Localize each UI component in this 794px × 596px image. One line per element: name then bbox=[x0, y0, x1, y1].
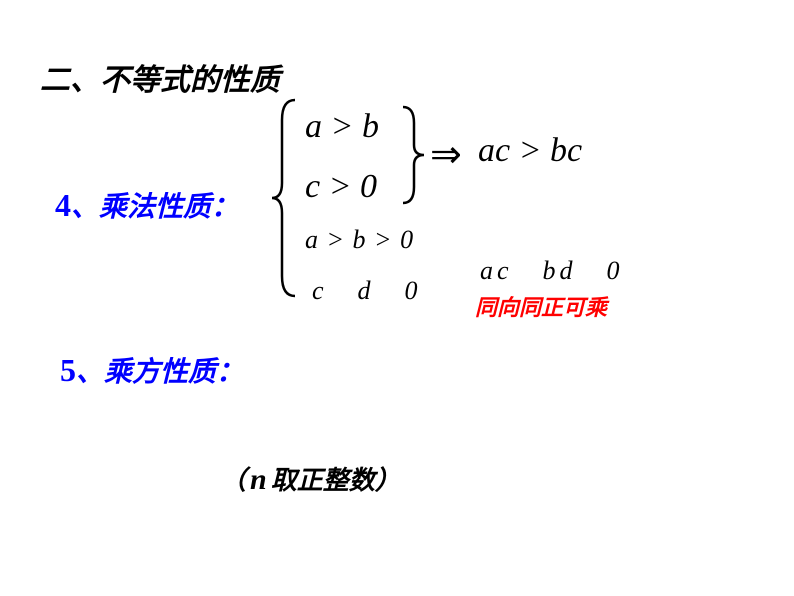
item5-text: 乘方性质： bbox=[104, 357, 244, 388]
math-a-gt-b: a > b bbox=[305, 108, 379, 146]
math-acbd0: ac bd 0 bbox=[480, 250, 624, 287]
math-ac-gt-bc: ac > bc bbox=[478, 132, 582, 170]
math-cd0: c d 0 bbox=[312, 270, 422, 307]
item4-sep: 、 bbox=[71, 192, 99, 223]
item5-number: 5 bbox=[60, 352, 76, 388]
right-brace-icon bbox=[400, 105, 426, 205]
math-abzero: a > b > 0 bbox=[305, 225, 414, 255]
math-c-gt-0: c > 0 bbox=[305, 168, 377, 206]
paren-close: ） bbox=[375, 466, 401, 495]
item5-sep: 、 bbox=[76, 357, 104, 388]
section-heading: 二、不等式的性质 bbox=[40, 55, 280, 99]
left-brace-icon bbox=[270, 98, 300, 298]
paren-note: （n取正整数） bbox=[220, 460, 401, 497]
paren-text: 取正整数 bbox=[271, 466, 375, 495]
item4-number: 4 bbox=[55, 187, 71, 223]
var-n: n bbox=[246, 463, 271, 496]
note-same-direction: 同向同正可乘 bbox=[475, 290, 607, 322]
paren-open: （ bbox=[220, 466, 246, 495]
item5-label: 5、乘方性质： bbox=[60, 350, 244, 390]
item4-text: 乘法性质： bbox=[99, 192, 239, 223]
implies-symbol: ⇒ bbox=[430, 132, 462, 177]
item4-label: 4、乘法性质： bbox=[55, 185, 239, 225]
